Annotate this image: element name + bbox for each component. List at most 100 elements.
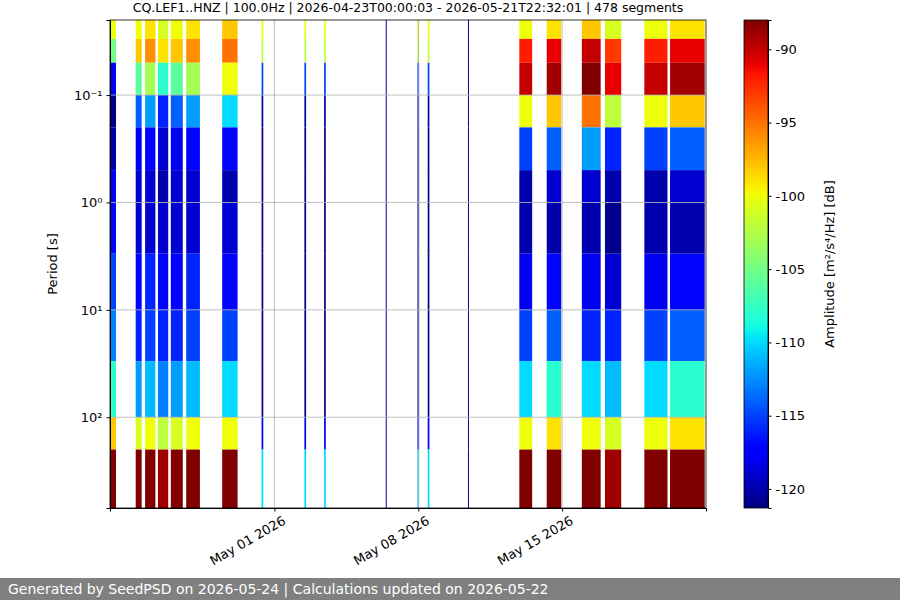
cell [468, 39, 469, 63]
cell [582, 63, 601, 95]
cell [324, 63, 326, 95]
cell [605, 417, 621, 449]
cell [186, 417, 200, 449]
cell [136, 127, 142, 170]
y-tick-label: 10⁰ [81, 195, 103, 210]
cell [222, 310, 237, 361]
cell [158, 127, 168, 170]
cell [262, 417, 264, 449]
cell [547, 20, 562, 39]
cell [428, 202, 430, 253]
cell [644, 95, 667, 127]
cell [171, 20, 183, 39]
cell [145, 95, 155, 127]
cell [519, 95, 532, 127]
cell [136, 95, 142, 127]
cell [324, 254, 326, 310]
cell [670, 127, 705, 170]
cell [582, 450, 601, 508]
cell [519, 39, 532, 63]
cell [158, 417, 168, 449]
cell [670, 417, 705, 449]
cell [262, 361, 264, 417]
cell [582, 417, 601, 449]
cell [428, 170, 430, 202]
cell [324, 310, 326, 361]
cell [519, 450, 532, 508]
cell [605, 127, 621, 170]
cell [582, 127, 601, 170]
colorbar-tick: -120 [768, 482, 805, 497]
cell [136, 202, 142, 253]
cell [519, 310, 532, 361]
cell [222, 63, 237, 95]
cell [386, 95, 387, 127]
colorbar-tick-label: -90 [776, 42, 797, 57]
cell [605, 361, 621, 417]
cell [468, 417, 469, 449]
cell [171, 63, 183, 95]
cell [304, 254, 306, 310]
cell [324, 450, 326, 508]
cell [670, 20, 705, 39]
cell [158, 39, 168, 63]
y-tick: 10¹ [81, 303, 110, 318]
cell [186, 450, 200, 508]
cell [644, 361, 667, 417]
cell [171, 95, 183, 127]
cell [547, 39, 562, 63]
cell [547, 254, 562, 310]
cell [519, 361, 532, 417]
cell [222, 20, 237, 39]
cell [468, 450, 469, 508]
cell [136, 63, 142, 95]
cell [145, 63, 155, 95]
cell [324, 361, 326, 417]
cell [222, 254, 237, 310]
grid-line-x [562, 20, 563, 508]
cell [547, 63, 562, 95]
cell [158, 20, 168, 39]
cell [186, 20, 200, 39]
cell [670, 254, 705, 310]
cell [171, 417, 183, 449]
cell [145, 361, 155, 417]
cell [136, 39, 142, 63]
cell [670, 310, 705, 361]
cell [222, 95, 237, 127]
cell [468, 20, 469, 39]
cell [222, 39, 237, 63]
cell [136, 170, 142, 202]
cell [136, 20, 142, 39]
cell [468, 170, 469, 202]
cell [428, 417, 430, 449]
grid-line-y [110, 202, 706, 203]
cell [605, 95, 621, 127]
chart: May 01 2026May 08 2026May 15 202610⁻¹10⁰… [0, 0, 900, 600]
cell [519, 417, 532, 449]
cell [644, 39, 667, 63]
cell [670, 63, 705, 95]
cell [547, 361, 562, 417]
x-tick: May 15 2026 [495, 508, 576, 568]
cell [158, 361, 168, 417]
plot-frame [110, 20, 706, 508]
cell [386, 254, 387, 310]
cell [547, 202, 562, 253]
x-tick: May 08 2026 [351, 508, 432, 568]
cell [304, 127, 306, 170]
colorbar-tick-label: -110 [776, 335, 806, 350]
cell [547, 310, 562, 361]
cell [605, 63, 621, 95]
cell [582, 20, 601, 39]
cell [582, 39, 601, 63]
cell [158, 202, 168, 253]
cell [519, 127, 532, 170]
cell [262, 170, 264, 202]
footer-band [0, 578, 900, 600]
cell [145, 254, 155, 310]
cell [186, 361, 200, 417]
cell [582, 254, 601, 310]
colorbar-tick-mark [768, 269, 772, 270]
cell [186, 63, 200, 95]
